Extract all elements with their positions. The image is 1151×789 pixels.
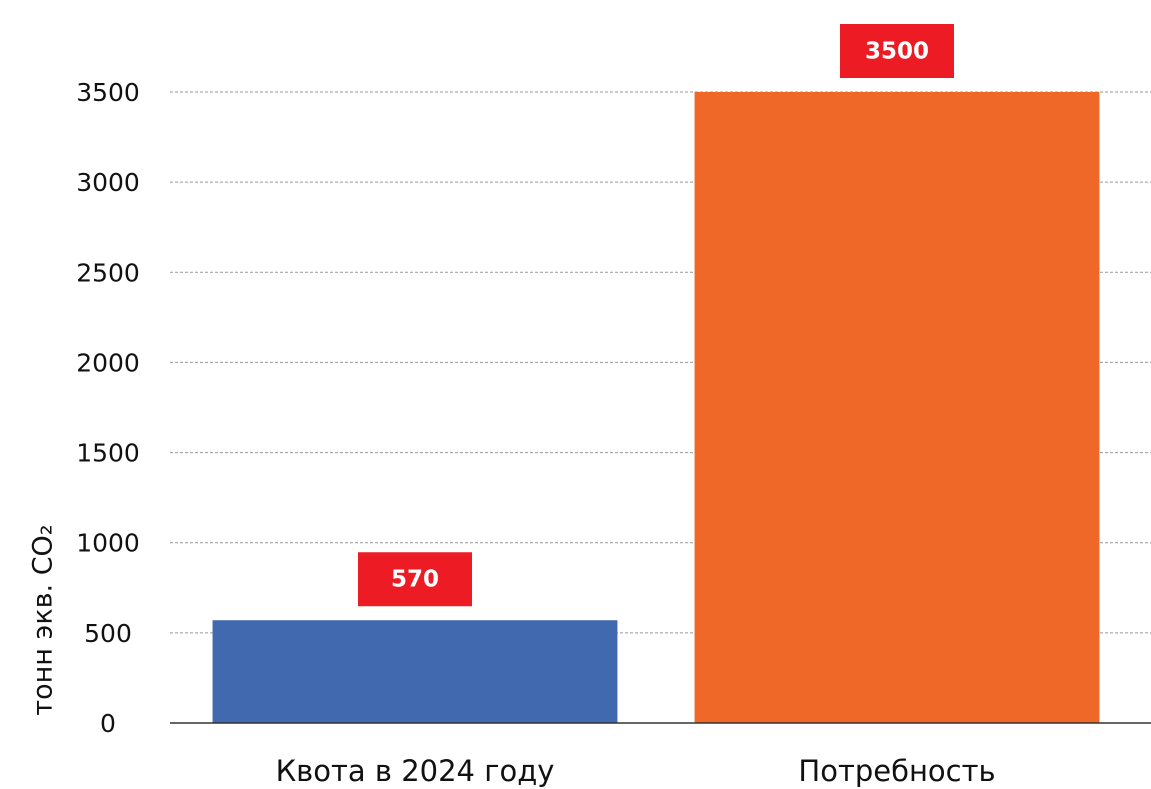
y-tick-label: 3000 bbox=[76, 168, 140, 197]
y-tick-label: 2500 bbox=[76, 258, 140, 287]
y-axis-label: тонн экв. CO₂ bbox=[28, 524, 59, 715]
value-label: 3500 bbox=[865, 39, 929, 65]
y-tick-label: 1000 bbox=[76, 529, 140, 558]
y-tick-label: 1500 bbox=[76, 439, 140, 468]
value-label-box bbox=[358, 552, 472, 607]
x-tick-label: Потребность bbox=[798, 754, 995, 788]
bar bbox=[212, 620, 618, 723]
value-label-box bbox=[840, 24, 954, 78]
y-tick-label: 0 bbox=[100, 709, 116, 738]
x-tick-label: Квота в 2024 году bbox=[276, 754, 555, 788]
value-label: 570 bbox=[391, 567, 439, 593]
y-tick-label: 3500 bbox=[76, 78, 140, 107]
y-tick-label: 2000 bbox=[76, 348, 140, 377]
bar bbox=[694, 92, 1100, 723]
y-tick-label: 500 bbox=[84, 619, 132, 648]
